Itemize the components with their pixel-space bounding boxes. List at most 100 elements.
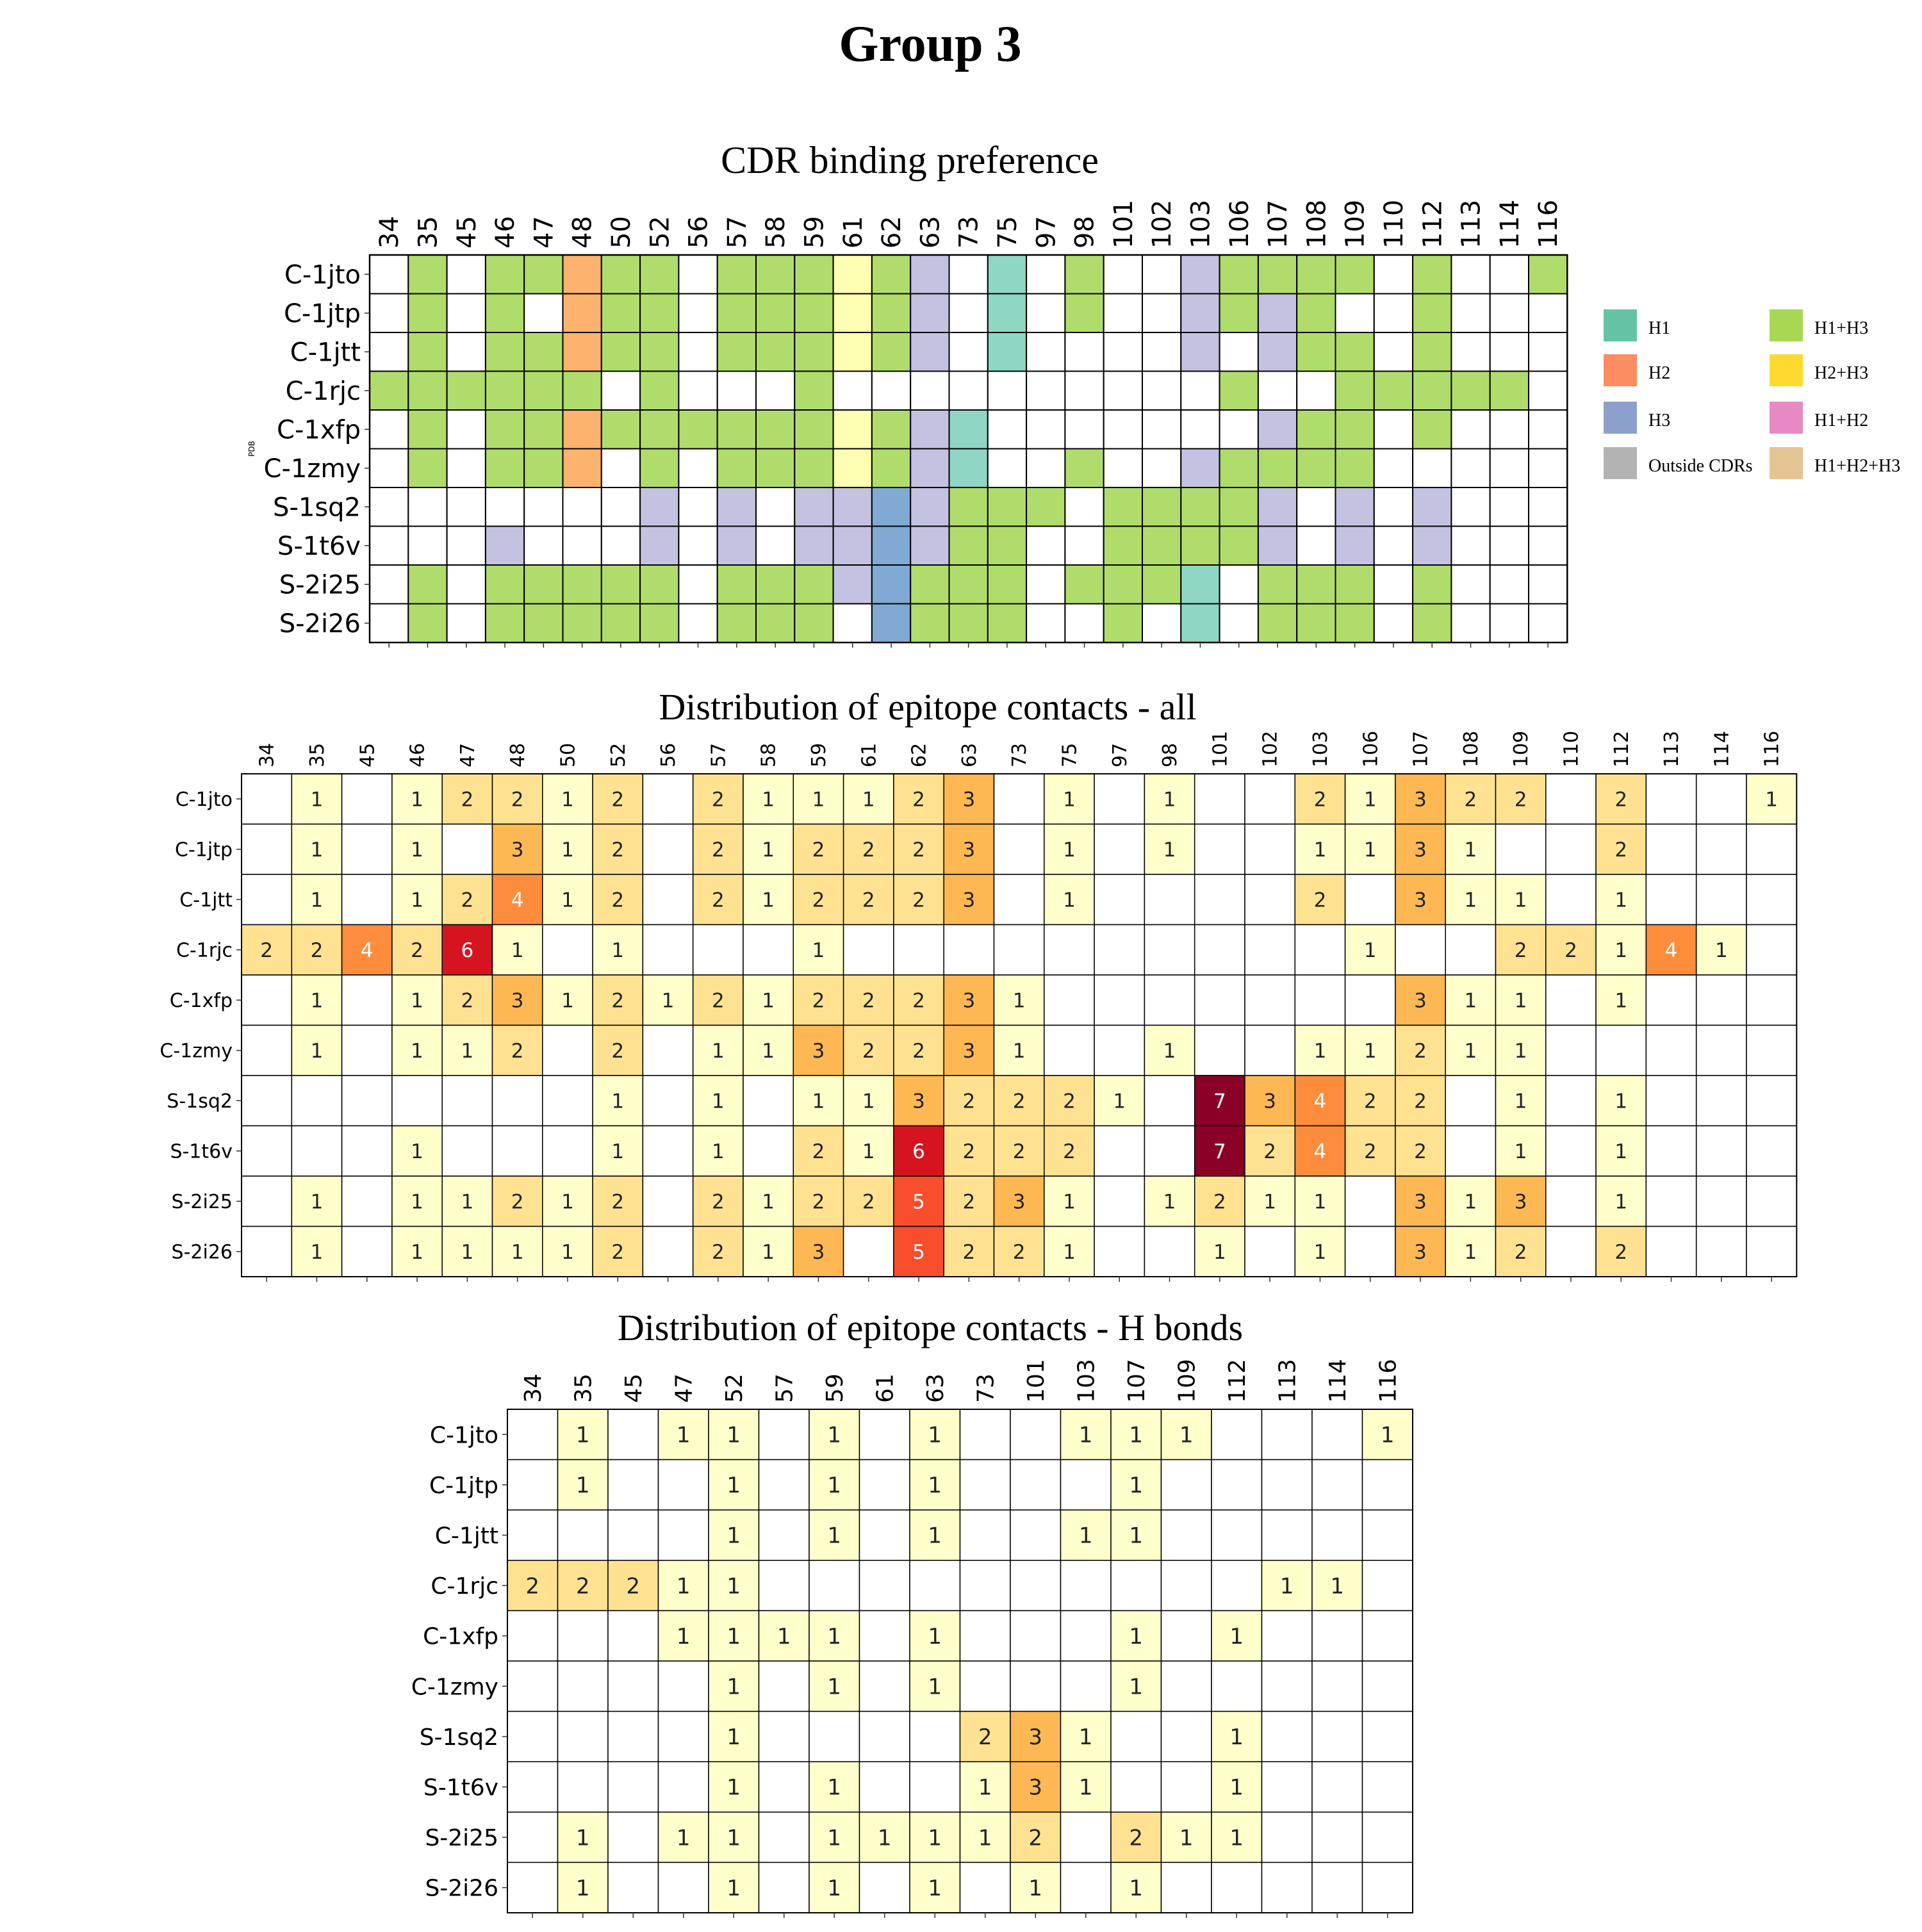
cell-c-1jtt-63 (943, 874, 995, 926)
cell-c-1zmy-112 (1412, 448, 1452, 488)
cell-c-1jtt-58 (743, 874, 794, 926)
heatmap-title: CDR binding preference (721, 139, 1099, 181)
cell-s-1sq2-59 (794, 487, 834, 527)
cell-c-1jtp-73 (993, 823, 1045, 875)
cell-s-2i25-52 (592, 1175, 644, 1227)
cell-c-1jtp-47 (523, 293, 564, 333)
cell-s-2i26-113 (1450, 603, 1491, 643)
cell-value-c-1jto-35: 1 (576, 1423, 590, 1448)
cell-value-c-1jtt-57: 2 (712, 888, 725, 912)
cell-value-c-1jto-46: 1 (411, 788, 423, 811)
cell-c-1xfp-98 (1144, 974, 1195, 1026)
cell-c-1zmy-56 (642, 1024, 694, 1076)
cell-c-1jto-35 (291, 773, 343, 825)
cell-s-1t6v-47 (441, 1125, 493, 1177)
cell-s-1sq2-57 (692, 1075, 744, 1127)
cell-c-1jtt-52 (639, 332, 680, 372)
cell-c-1rjc-62 (893, 924, 944, 976)
cell-s-1t6v-63 (943, 1125, 995, 1177)
cell-c-1jtp-45 (607, 1459, 659, 1510)
cell-s-1sq2-110 (1545, 1075, 1597, 1127)
legend-swatch-h1 (1604, 309, 1637, 341)
cell-value-c-1jto-58: 1 (762, 788, 775, 811)
cell-c-1jto-48 (562, 254, 602, 295)
cell-s-2i26-112 (1412, 603, 1452, 643)
cell-c-1xfp-110 (1545, 974, 1597, 1026)
cell-s-2i26-109 (1495, 1225, 1547, 1277)
cell-c-1rjc-45 (607, 1560, 659, 1612)
cell-c-1jto-63 (910, 254, 950, 295)
cell-c-1jto-103 (1180, 254, 1220, 295)
cell-c-1xfp-61 (842, 974, 894, 1026)
cell-value-c-1jtp-103: 1 (1314, 839, 1327, 862)
cell-c-1jto-75 (987, 254, 1028, 295)
column-label-106: 106 (1359, 731, 1382, 767)
cell-c-1jtp-63 (943, 823, 995, 875)
cell-c-1zmy-97 (1026, 448, 1066, 488)
cell-value-s-1sq2-109: 1 (1515, 1090, 1527, 1113)
cell-c-1jtt-57 (716, 332, 757, 372)
cell-c-1jto-73 (993, 773, 1045, 825)
cell-c-1jtt-35 (291, 874, 343, 926)
cell-value-c-1jtt-103: 1 (1079, 1523, 1093, 1549)
cell-s-2i26-110 (1545, 1225, 1597, 1277)
cell-s-2i25-61 (858, 1812, 910, 1863)
cell-s-2i26-103 (1060, 1862, 1112, 1913)
cell-s-1sq2-110 (1373, 487, 1414, 527)
column-label-114: 114 (1495, 200, 1525, 249)
cell-s-2i26-113 (1261, 1862, 1313, 1913)
cell-c-1xfp-56 (642, 974, 694, 1026)
cell-s-1t6v-58 (743, 1125, 794, 1177)
cell-s-2i26-59 (809, 1862, 860, 1913)
cell-c-1xfp-103 (1180, 409, 1220, 450)
cell-s-1sq2-98 (1064, 487, 1105, 527)
cell-c-1jtp-58 (755, 293, 796, 333)
cell-value-c-1zmy-98: 1 (1163, 1040, 1176, 1063)
row-label-s-2i26: S-2i26 (172, 1241, 233, 1264)
column-label-61: 61 (858, 743, 880, 767)
cell-value-c-1jto-63: 3 (962, 788, 975, 811)
cell-c-1jtp-56 (678, 293, 718, 333)
cell-c-1jtt-57 (692, 874, 744, 926)
cell-c-1xfp-50 (600, 409, 641, 450)
cell-c-1jto-114 (1311, 1409, 1363, 1461)
cell-c-1jto-47 (523, 254, 564, 295)
cell-s-2i26-107 (1395, 1225, 1446, 1277)
cell-value-s-2i25-35: 1 (576, 1825, 590, 1851)
cell-s-1sq2-109 (1335, 487, 1375, 527)
cell-value-c-1jto-52: 1 (727, 1423, 741, 1448)
cell-c-1jto-59 (809, 1409, 860, 1461)
cell-c-1jtt-48 (562, 332, 602, 372)
column-label-98: 98 (1071, 216, 1100, 249)
cell-value-s-1sq2-62: 3 (912, 1090, 925, 1113)
cell-s-1sq2-114 (1489, 487, 1529, 527)
cell-c-1rjc-108 (1445, 924, 1497, 976)
cell-value-s-2i25-75: 1 (1063, 1190, 1076, 1213)
cell-c-1rjc-45 (446, 370, 486, 411)
cell-s-1sq2-50 (600, 487, 641, 527)
cell-value-s-2i26-75: 1 (1063, 1241, 1076, 1264)
cell-value-c-1jtt-107: 3 (1414, 888, 1427, 912)
cell-s-2i25-106 (1344, 1175, 1396, 1227)
cell-value-c-1jto-47: 2 (461, 788, 473, 811)
cell-value-c-1jtt-59: 2 (812, 888, 825, 912)
cell-s-1t6v-101 (1103, 525, 1143, 566)
cell-s-2i25-34 (369, 564, 409, 605)
cell-c-1jto-112 (1595, 773, 1647, 825)
cell-s-1sq2-101 (1103, 487, 1143, 527)
cell-c-1xfp-116 (1746, 974, 1798, 1026)
cell-value-s-1t6v-73: 1 (978, 1775, 992, 1801)
cell-s-1sq2-46 (391, 1075, 443, 1127)
cell-s-2i25-75 (987, 564, 1028, 605)
cell-s-2i25-47 (441, 1175, 493, 1227)
cell-c-1jtt-61 (832, 332, 873, 372)
cell-c-1jtp-75 (1044, 823, 1095, 875)
cell-value-c-1jtp-59: 2 (812, 839, 825, 862)
cell-s-1sq2-56 (642, 1075, 694, 1127)
cell-c-1jto-34 (507, 1409, 559, 1461)
cell-s-1t6v-101 (1010, 1761, 1062, 1813)
cell-s-2i25-112 (1412, 564, 1452, 605)
cell-s-1sq2-62 (893, 1075, 944, 1127)
cell-c-1zmy-108 (1445, 1024, 1497, 1076)
column-label-73: 73 (955, 216, 984, 249)
